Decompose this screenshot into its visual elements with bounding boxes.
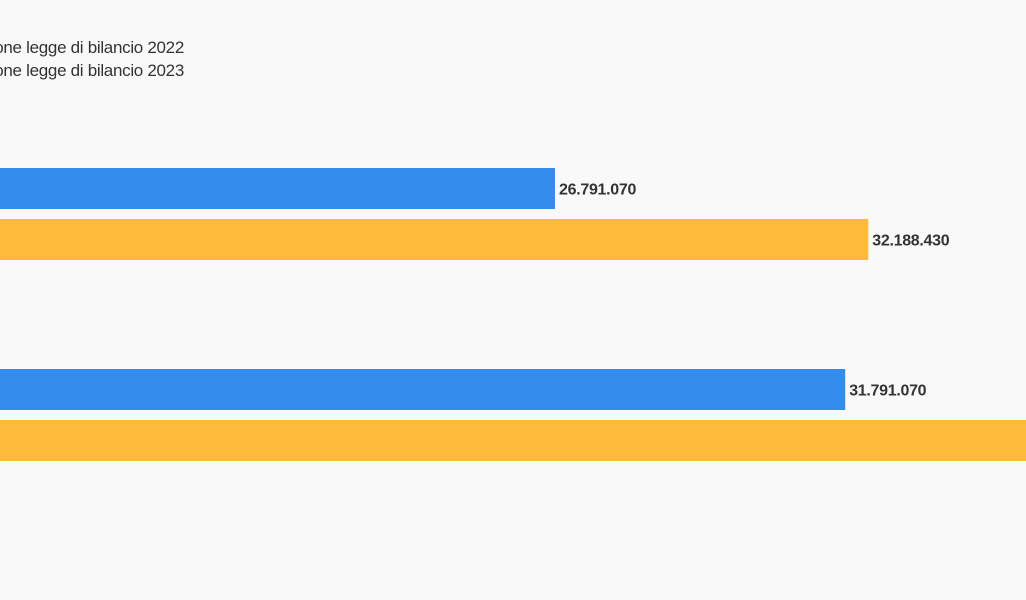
legend-item-2023: ...one legge di bilancio 2023 <box>0 61 184 80</box>
data-label-s0-c0: 26.791.070 <box>559 182 636 199</box>
bar-s0-c0 <box>0 168 555 209</box>
data-label-s0-c1: 31.791.070 <box>849 383 926 400</box>
legend-item-2022: ...one legge di bilancio 2022 <box>0 38 184 57</box>
data-label-s1-c0: 32.188.430 <box>872 233 949 250</box>
bar-s1-c1 <box>0 420 1026 461</box>
bar-s1-c0 <box>0 219 869 260</box>
bar-s0-c1 <box>0 369 846 410</box>
legend: ...one legge di bilancio 2022 ...one leg… <box>0 36 184 82</box>
